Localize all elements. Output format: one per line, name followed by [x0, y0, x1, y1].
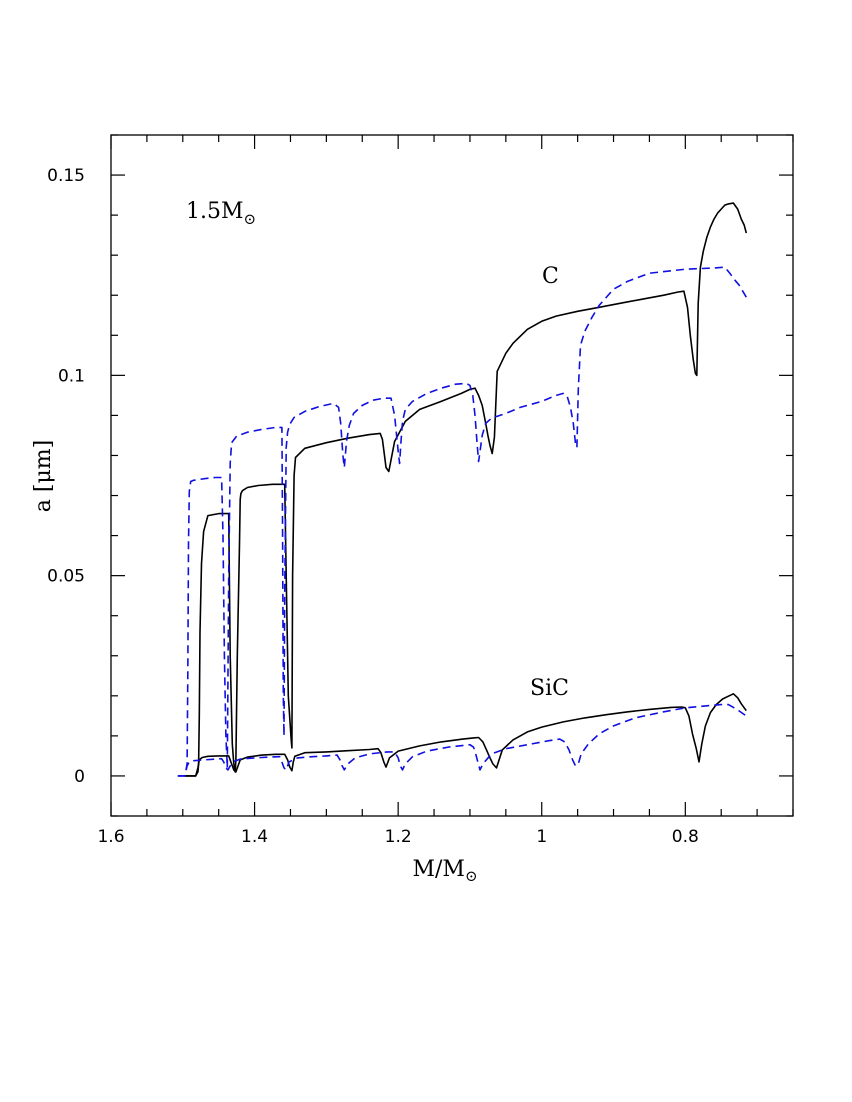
mass-label: 1.5M⊙ [186, 199, 256, 228]
labels-layer: 1.6 1.4 1.2 1 0.8 0 0.05 0.1 0.15 [47, 166, 699, 847]
x-tick-label: 1.6 [97, 827, 124, 847]
series-line-sic-solid [184, 692, 747, 777]
series-line-c-solid [184, 202, 748, 777]
x-tick-label: 1.4 [241, 827, 268, 847]
x-tick-label: 1.2 [385, 827, 412, 847]
x-tick-label: 0.8 [672, 827, 699, 847]
y-tick-label: 0.1 [58, 366, 85, 386]
ticks-layer [110, 134, 794, 817]
carbon-label: C [542, 264, 559, 289]
series-line-c-dashed [177, 266, 747, 777]
y-tick-label: 0 [74, 767, 85, 787]
x-axis-title: M/M⊙ [412, 857, 477, 885]
series-layer [177, 202, 748, 777]
y-tick-label: 0.05 [47, 567, 85, 587]
plot-frame [110, 134, 794, 817]
y-axis-title: a [μm] [31, 440, 56, 512]
x-tick-label: 1 [536, 827, 547, 847]
y-tick-label: 0.15 [47, 166, 85, 186]
sic-label: SiC [530, 676, 569, 701]
series-line-sic-dashed [177, 703, 747, 777]
